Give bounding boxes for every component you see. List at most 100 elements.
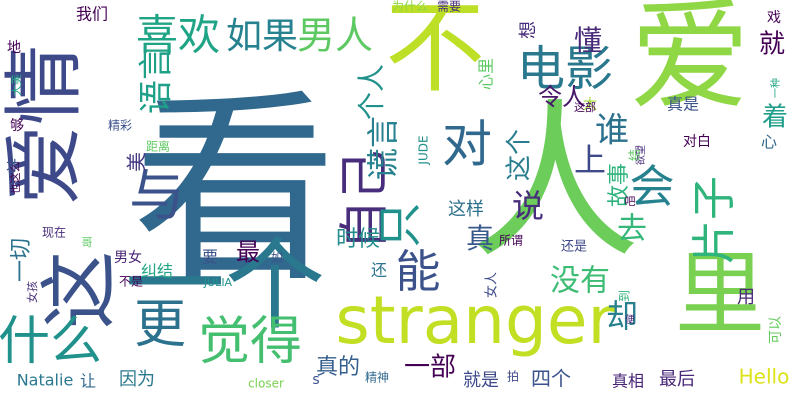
cloud-word: 这样	[448, 199, 484, 220]
cloud-word: 里	[675, 242, 765, 347]
cloud-word: 更	[134, 295, 186, 355]
cloud-word: 这部	[574, 100, 596, 114]
cloud-word: 地	[7, 40, 21, 56]
cloud-word: 还	[371, 261, 387, 280]
cloud-word: 为什么	[392, 0, 428, 14]
cloud-word: 真相	[612, 372, 644, 391]
cloud-word: 电影	[517, 41, 613, 97]
cloud-word: 还是	[561, 240, 587, 255]
cloud-word: 对白	[683, 134, 711, 150]
cloud-word: 如	[271, 250, 283, 265]
cloud-word: 真	[466, 222, 494, 255]
cloud-word: 最	[236, 238, 260, 266]
cloud-word: 男人	[297, 14, 373, 58]
cloud-word: 所谓	[499, 234, 523, 248]
cloud-word: Hello	[739, 365, 790, 389]
cloud-word: 因为	[119, 369, 155, 390]
cloud-word: JUDE	[417, 135, 431, 165]
cloud-word: 心	[761, 133, 777, 152]
cloud-word: Natalie	[17, 371, 74, 390]
cloud-word: 个人	[355, 64, 388, 120]
cloud-word: 令人	[538, 83, 586, 111]
cloud-word: 到	[618, 290, 632, 302]
cloud-word: 懂	[574, 24, 602, 57]
cloud-word: 需要	[437, 0, 461, 14]
cloud-word: 就	[759, 30, 785, 60]
cloud-word: 现在	[42, 226, 66, 240]
cloud-word: 谁	[595, 111, 629, 151]
cloud-word: 没有	[550, 264, 610, 299]
cloud-word: 也这么	[8, 162, 22, 195]
cloud-word: 便	[625, 313, 635, 326]
cloud-word: 就是	[463, 370, 499, 391]
cloud-word: 不	[385, 0, 485, 106]
cloud-word: 女孩	[25, 281, 39, 303]
cloud-word: 上	[574, 141, 606, 179]
cloud-word: 够	[10, 118, 24, 134]
cloud-word: 太	[583, 97, 597, 113]
cloud-word: 一种	[769, 78, 782, 98]
cloud-word: stranger	[335, 282, 615, 359]
cloud-word: 一切	[9, 238, 34, 282]
cloud-word: 自己	[336, 150, 394, 250]
cloud-word: 让	[80, 372, 96, 391]
cloud-word: 与	[129, 164, 185, 229]
cloud-word: 会	[629, 160, 674, 213]
cloud-word: 却	[606, 297, 638, 335]
cloud-word: 爱情	[0, 45, 91, 205]
cloud-word: 如果	[226, 16, 298, 57]
cloud-word: 女人	[484, 272, 500, 298]
cloud-word: 故事	[607, 163, 632, 207]
cloud-word: 着	[762, 103, 788, 133]
cloud-word: 结	[628, 149, 642, 161]
cloud-word: 我们	[76, 5, 108, 24]
cloud-word: 用	[737, 287, 755, 308]
cloud-word: 男女	[114, 249, 142, 266]
cloud-word: 戏	[767, 10, 781, 26]
cloud-word: 能	[395, 245, 440, 298]
cloud-word: 对	[442, 116, 492, 174]
cloud-word: 这	[35, 251, 125, 329]
cloud-word: 什么	[0, 312, 102, 372]
cloud-word: 吧	[625, 195, 636, 208]
cloud-word: 想	[518, 21, 539, 39]
cloud-word: 距离	[146, 139, 170, 154]
cloud-word: 心里	[477, 58, 496, 90]
cloud-word: 要	[202, 248, 218, 267]
cloud-word: 语言	[137, 46, 177, 114]
cloud-word: 人	[470, 84, 640, 282]
cloud-word: 一部	[404, 353, 456, 383]
cloud-word: 真是	[667, 95, 699, 114]
cloud-word: 时候	[336, 227, 380, 252]
cloud-word: 大美	[9, 74, 23, 96]
cloud-word: 纠结	[141, 262, 173, 281]
cloud-word: 最后	[659, 369, 695, 390]
cloud-word: 谎言	[364, 116, 402, 180]
cloud-word: 欲望	[634, 145, 647, 165]
cloud-word: 觉得	[198, 312, 302, 372]
cloud-word: 不是	[119, 275, 143, 289]
cloud-word: closer	[248, 377, 284, 391]
cloud-word: 看	[133, 72, 338, 310]
cloud-word: JULIA	[203, 276, 233, 289]
cloud-word: s	[312, 372, 319, 388]
cloud-word: 美	[125, 152, 149, 172]
cloud-word: 真的	[316, 355, 360, 380]
cloud-word: 说	[512, 187, 544, 225]
cloud-word: 精彩	[108, 119, 132, 133]
cloud-word: 才	[6, 159, 20, 175]
cloud-word: 这个	[505, 129, 535, 181]
cloud-word: 可以	[768, 316, 784, 344]
cloud-word: 片子	[689, 176, 740, 264]
cloud-word: 去	[617, 212, 647, 247]
cloud-word: 喜欢	[136, 11, 220, 60]
cloud-word: 爱	[630, 0, 750, 127]
cloud-word: 精神	[365, 371, 389, 385]
cloud-word: 只	[373, 202, 426, 247]
cloud-word: 哥	[82, 236, 93, 249]
cloud-word: 四个	[531, 367, 571, 391]
cloud-word: 拍	[507, 369, 519, 384]
cloud-word: 一个	[125, 226, 325, 343]
